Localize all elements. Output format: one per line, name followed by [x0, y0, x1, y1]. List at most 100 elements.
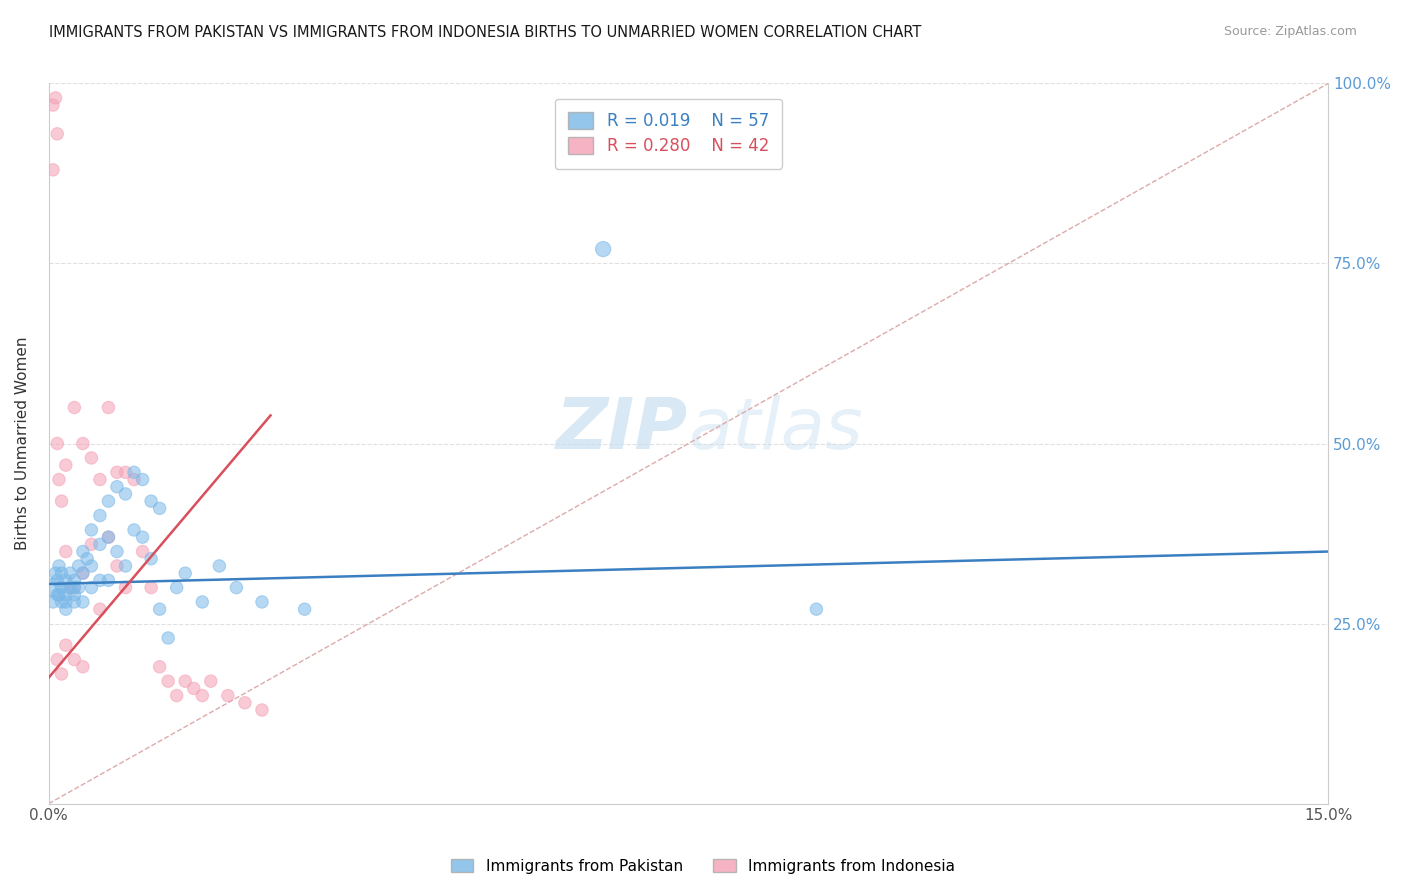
Point	[157, 631, 180, 645]
Point	[46, 127, 69, 141]
Point	[191, 595, 214, 609]
Point	[80, 558, 103, 573]
Point	[592, 242, 614, 256]
Point	[59, 581, 82, 595]
Point	[76, 551, 98, 566]
Point	[63, 401, 86, 415]
Point	[51, 566, 73, 581]
Point	[72, 566, 94, 581]
Point	[55, 595, 77, 609]
Point	[157, 674, 180, 689]
Point	[55, 458, 77, 472]
Point	[67, 558, 90, 573]
Point	[51, 595, 73, 609]
Point	[63, 574, 86, 588]
Point	[55, 544, 77, 558]
Point	[42, 581, 65, 595]
Point	[97, 574, 120, 588]
Point	[80, 523, 103, 537]
Text: atlas: atlas	[689, 394, 863, 464]
Point	[42, 162, 65, 177]
Point	[72, 595, 94, 609]
Point	[80, 537, 103, 551]
Point	[806, 602, 828, 616]
Point	[59, 581, 82, 595]
Point	[105, 558, 128, 573]
Point	[63, 581, 86, 595]
Point	[174, 566, 197, 581]
Point	[46, 574, 69, 588]
Text: ZIP: ZIP	[557, 394, 689, 464]
Point	[122, 473, 145, 487]
Point	[63, 588, 86, 602]
Point	[51, 581, 73, 595]
Point	[149, 501, 172, 516]
Point	[63, 652, 86, 666]
Point	[114, 466, 136, 480]
Point	[217, 689, 239, 703]
Point	[51, 667, 73, 681]
Point	[114, 487, 136, 501]
Point	[166, 689, 188, 703]
Point	[139, 581, 162, 595]
Point	[48, 588, 70, 602]
Point	[122, 523, 145, 537]
Point	[131, 530, 153, 544]
Point	[97, 401, 120, 415]
Point	[200, 674, 222, 689]
Point	[149, 602, 172, 616]
Point	[55, 588, 77, 602]
Point	[139, 551, 162, 566]
Point	[72, 566, 94, 581]
Point	[48, 473, 70, 487]
Point	[72, 544, 94, 558]
Point	[80, 450, 103, 465]
Point	[42, 595, 65, 609]
Point	[67, 581, 90, 595]
Point	[166, 581, 188, 595]
Point	[191, 689, 214, 703]
Legend: R = 0.019    N = 57, R = 0.280    N = 42: R = 0.019 N = 57, R = 0.280 N = 42	[555, 99, 783, 169]
Point	[72, 660, 94, 674]
Point	[139, 494, 162, 508]
Point	[105, 466, 128, 480]
Point	[46, 588, 69, 602]
Point	[183, 681, 205, 696]
Point	[97, 530, 120, 544]
Point	[55, 602, 77, 616]
Point	[63, 581, 86, 595]
Point	[45, 91, 67, 105]
Point	[149, 660, 172, 674]
Y-axis label: Births to Unmarried Women: Births to Unmarried Women	[15, 337, 30, 550]
Point	[46, 436, 69, 450]
Point	[208, 558, 231, 573]
Point	[225, 581, 247, 595]
Legend: Immigrants from Pakistan, Immigrants from Indonesia: Immigrants from Pakistan, Immigrants fro…	[444, 853, 962, 880]
Point	[72, 436, 94, 450]
Point	[250, 703, 273, 717]
Point	[45, 566, 67, 581]
Point	[294, 602, 316, 616]
Point	[105, 544, 128, 558]
Point	[89, 574, 111, 588]
Point	[42, 98, 65, 112]
Point	[114, 558, 136, 573]
Point	[80, 581, 103, 595]
Point	[46, 652, 69, 666]
Point	[233, 696, 256, 710]
Point	[97, 530, 120, 544]
Point	[51, 494, 73, 508]
Point	[89, 508, 111, 523]
Point	[250, 595, 273, 609]
Text: Source: ZipAtlas.com: Source: ZipAtlas.com	[1223, 25, 1357, 38]
Point	[89, 473, 111, 487]
Point	[122, 466, 145, 480]
Point	[131, 473, 153, 487]
Point	[55, 574, 77, 588]
Text: IMMIGRANTS FROM PAKISTAN VS IMMIGRANTS FROM INDONESIA BIRTHS TO UNMARRIED WOMEN : IMMIGRANTS FROM PAKISTAN VS IMMIGRANTS F…	[49, 25, 921, 40]
Point	[63, 595, 86, 609]
Point	[105, 480, 128, 494]
Point	[89, 537, 111, 551]
Point	[97, 494, 120, 508]
Point	[89, 602, 111, 616]
